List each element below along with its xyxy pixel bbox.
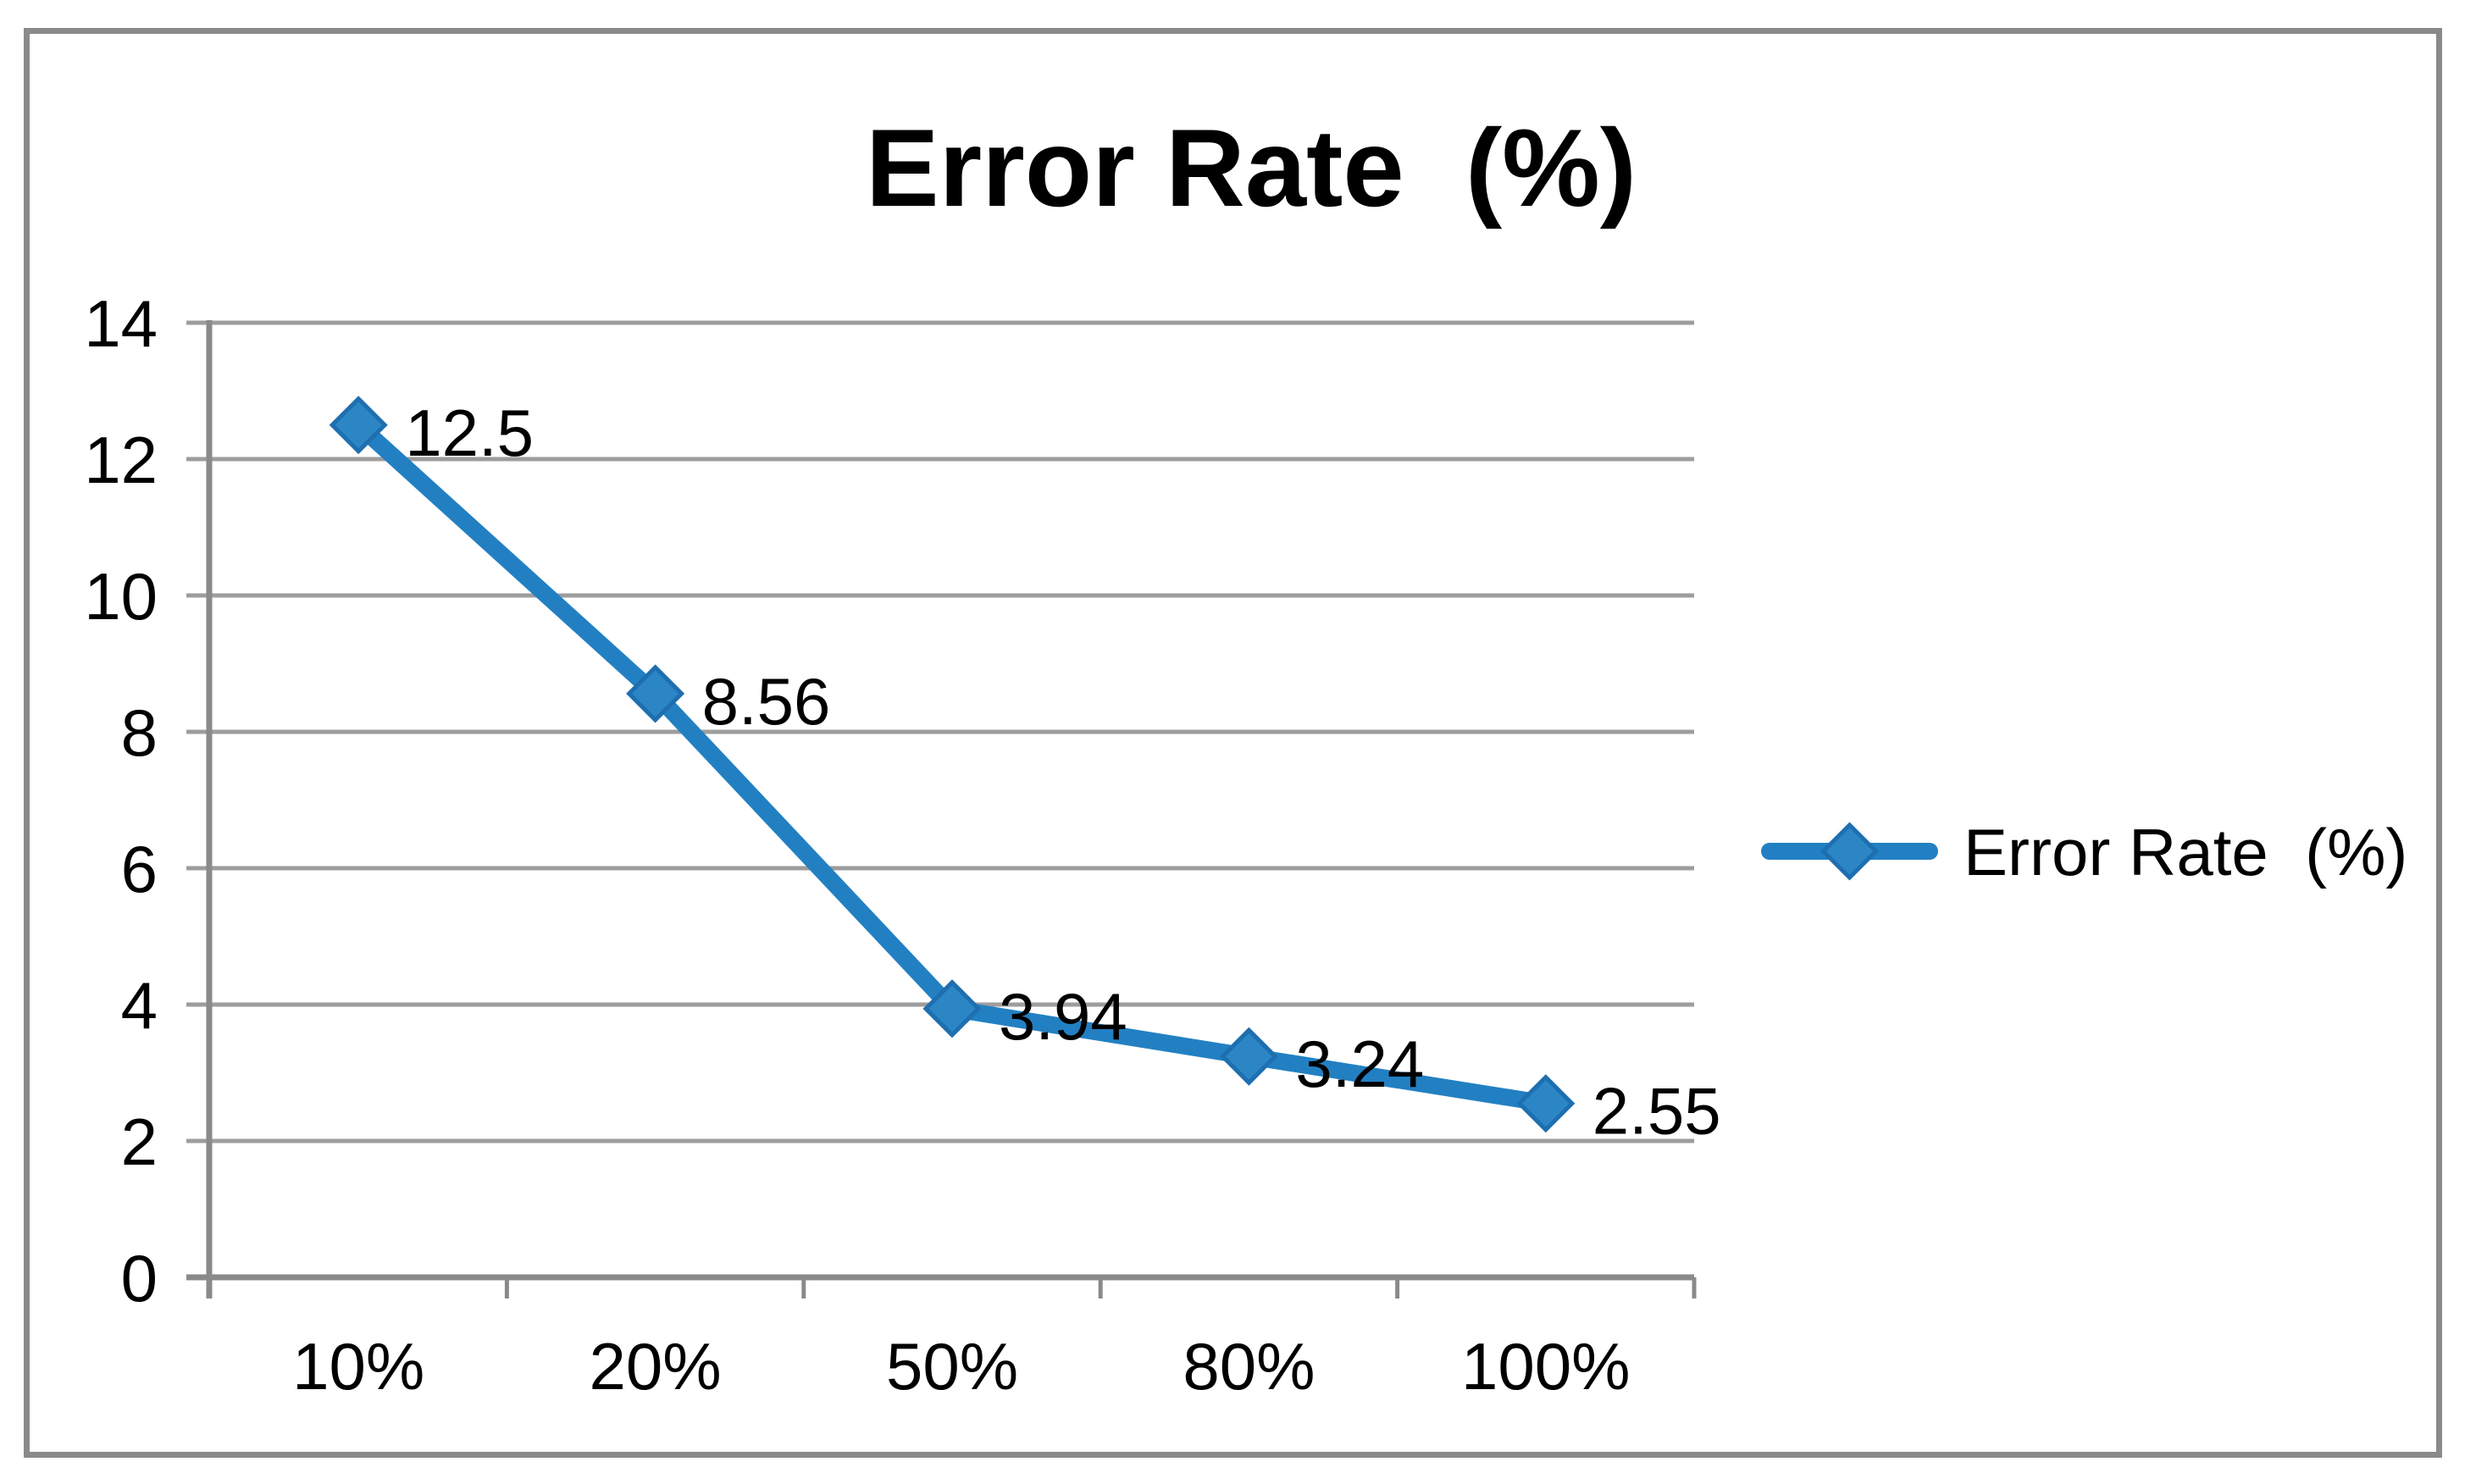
data-point-label: 3.94 [999, 979, 1127, 1054]
x-tick-label: 20% [590, 1329, 722, 1404]
x-tick-label: 50% [886, 1329, 1018, 1404]
x-tick-label: 100% [1461, 1329, 1631, 1404]
data-point-label: 2.55 [1592, 1074, 1721, 1149]
y-axis-tick-labels: 0 2 4 6 8 10 12 14 [84, 286, 158, 1315]
data-point-labels: 12.5 8.56 3.94 3.24 2.55 [405, 396, 1720, 1149]
legend: Error Rate (%) [1761, 815, 2407, 889]
x-tick-label: 80% [1183, 1329, 1315, 1404]
data-point-marker [1516, 1074, 1576, 1133]
chart-outer-border [24, 28, 2442, 1458]
x-axis-tick-labels: 10% 20% 50% 80% 100% [292, 1329, 1630, 1404]
series-error-rate [329, 396, 1576, 1133]
y-tick-label: 8 [121, 695, 158, 770]
y-tick-label: 2 [121, 1105, 158, 1179]
data-point-label: 12.5 [405, 396, 534, 470]
data-point-marker [1219, 1027, 1278, 1086]
data-point-label: 3.24 [1295, 1027, 1424, 1101]
data-point-marker [922, 979, 982, 1038]
y-tick-label: 4 [121, 968, 158, 1043]
legend-diamond-marker-icon [1820, 822, 1880, 881]
y-tick-label: 10 [84, 559, 158, 634]
data-point-marker [626, 664, 685, 723]
x-tick-label: 10% [292, 1329, 424, 1404]
chart-title: Error Rate (%) [866, 106, 1637, 230]
y-tick-label: 12 [84, 423, 158, 497]
legend-label: Error Rate (%) [1964, 815, 2407, 889]
axes [186, 320, 1697, 1298]
data-point-label: 8.56 [702, 664, 831, 739]
y-tick-label: 0 [121, 1241, 158, 1315]
y-tick-label: 14 [84, 286, 158, 361]
y-tick-label: 6 [121, 832, 158, 906]
data-point-marker [329, 396, 388, 455]
